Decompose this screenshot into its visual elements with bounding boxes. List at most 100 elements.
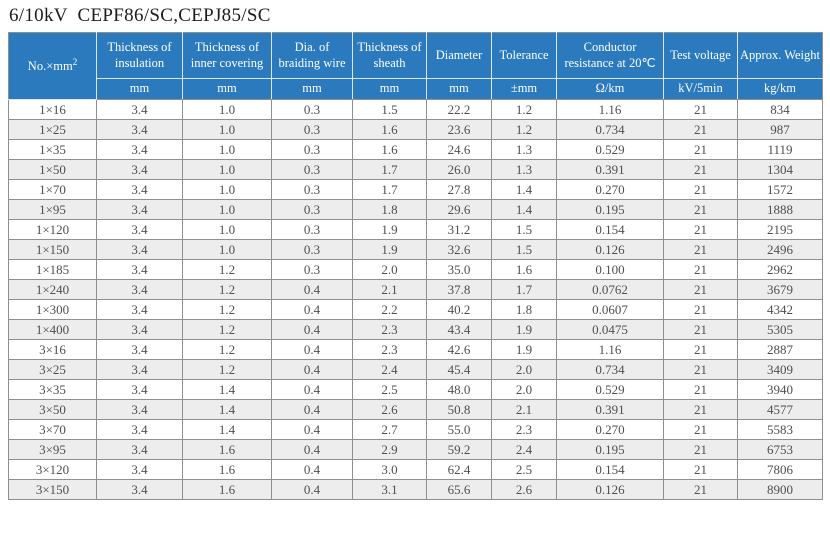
table-cell: 2.6 — [491, 479, 557, 500]
table-row: 1×16 3.4 1.0 0.3 1.5 22.2 1.2 1.16 21 834 — [8, 99, 823, 120]
table-cell: 0.3 — [271, 219, 353, 240]
table-cell: 45.4 — [426, 359, 492, 380]
table-cell: 1304 — [737, 159, 823, 180]
table-cell: 3940 — [737, 379, 823, 400]
table-cell: 2.9 — [352, 439, 427, 460]
table-cell: 50.8 — [426, 399, 492, 420]
size-superscript: 2 — [72, 57, 78, 68]
table-row: 3×150 3.4 1.6 0.4 3.1 65.6 2.6 0.126 21 8900 — [8, 479, 823, 500]
table-cell: 40.2 — [426, 299, 492, 320]
table-cell: 21 — [663, 279, 738, 300]
table-cell: 1.6 — [491, 259, 557, 280]
table-cell: 21 — [663, 439, 738, 460]
table-cell: 0.391 — [556, 159, 664, 180]
table-cell: 1.7 — [352, 159, 427, 180]
table-cell: 1×95 — [8, 199, 97, 220]
table-cell: 21 — [663, 199, 738, 220]
table-cell: 21 — [663, 139, 738, 160]
table-cell: 834 — [737, 99, 823, 120]
table-cell: 1.9 — [491, 319, 557, 340]
table-cell: 0.126 — [556, 479, 664, 500]
table-row: 1×50 3.4 1.0 0.3 1.7 26.0 1.3 0.391 21 1304 — [8, 159, 823, 180]
table-cell: 0.3 — [271, 119, 353, 140]
unit-cell-2: mm — [271, 78, 353, 100]
table-cell: 1.0 — [182, 139, 272, 160]
table-cell: 1.2 — [182, 319, 272, 340]
table-cell: 21 — [663, 299, 738, 320]
table-cell: 3.4 — [96, 119, 183, 140]
table-row: 3×16 3.4 1.2 0.4 2.3 42.6 1.9 1.16 21 2887 — [8, 339, 823, 360]
table-cell: 2962 — [737, 259, 823, 280]
header-cell-3: Thickness of sheath — [352, 32, 427, 79]
table-cell: 23.6 — [426, 119, 492, 140]
table-cell: 3.4 — [96, 399, 183, 420]
header-cell-6: Conductor resistance at 20℃ — [556, 32, 664, 79]
table-cell: 3.4 — [96, 359, 183, 380]
table-cell: 42.6 — [426, 339, 492, 360]
table-cell: 0.270 — [556, 179, 664, 200]
table-cell: 3×95 — [8, 439, 97, 460]
table-cell: 3.4 — [96, 99, 183, 120]
table-cell: 1×25 — [8, 119, 97, 140]
table-cell: 3679 — [737, 279, 823, 300]
table-cell: 21 — [663, 319, 738, 340]
table-cell: 0.3 — [271, 139, 353, 160]
table-cell: 3×16 — [8, 339, 97, 360]
table-cell: 0.0607 — [556, 299, 664, 320]
table-row: 3×35 3.4 1.4 0.4 2.5 48.0 2.0 0.529 21 3940 — [8, 379, 823, 400]
header-cell-2: Dia. of braiding wire — [271, 32, 353, 79]
table-cell: 3.4 — [96, 339, 183, 360]
table-row: 3×95 3.4 1.6 0.4 2.9 59.2 2.4 0.195 21 6753 — [8, 439, 823, 460]
table-cell: 3×70 — [8, 419, 97, 440]
table-cell: 1.2 — [491, 99, 557, 120]
table-cell: 21 — [663, 339, 738, 360]
table-cell: 1.6 — [182, 439, 272, 460]
table-cell: 7806 — [737, 459, 823, 480]
table-cell: 8900 — [737, 479, 823, 500]
table-cell: 3.4 — [96, 319, 183, 340]
table-row: 1×120 3.4 1.0 0.3 1.9 31.2 1.5 0.154 21 2195 — [8, 219, 823, 240]
table-cell: 21 — [663, 119, 738, 140]
table-cell: 0.4 — [271, 439, 353, 460]
table-cell: 1.0 — [182, 239, 272, 260]
cable-spec-table: No.×mm2 Thickness of insulation Thickness … — [8, 32, 823, 500]
header-cell-8: Approx. Weight — [737, 32, 823, 79]
table-cell: 2496 — [737, 239, 823, 260]
table-cell: 1.6 — [182, 479, 272, 500]
table-row: 1×70 3.4 1.0 0.3 1.7 27.8 1.4 0.270 21 1572 — [8, 179, 823, 200]
table-cell: 1.8 — [491, 299, 557, 320]
table-cell: 2.3 — [352, 339, 427, 360]
table-cell: 6753 — [737, 439, 823, 460]
table-cell: 4342 — [737, 299, 823, 320]
table-row: 1×95 3.4 1.0 0.3 1.8 29.6 1.4 0.195 21 1888 — [8, 199, 823, 220]
table-cell: 987 — [737, 119, 823, 140]
unit-cell-4: mm — [426, 78, 492, 100]
table-cell: 0.3 — [271, 259, 353, 280]
table-cell: 21 — [663, 259, 738, 280]
table-cell: 2.5 — [352, 379, 427, 400]
table-cell: 0.4 — [271, 279, 353, 300]
table-cell: 1.2 — [182, 279, 272, 300]
table-cell: 1.3 — [491, 139, 557, 160]
table-cell: 2.7 — [352, 419, 427, 440]
table-cell: 0.391 — [556, 399, 664, 420]
table-cell: 2.2 — [352, 299, 427, 320]
table-cell: 1×300 — [8, 299, 97, 320]
table-cell: 29.6 — [426, 199, 492, 220]
table-cell: 3×25 — [8, 359, 97, 380]
table-row: 1×240 3.4 1.2 0.4 2.1 37.8 1.7 0.0762 21 3679 — [8, 279, 823, 300]
table-cell: 21 — [663, 479, 738, 500]
table-cell: 2.3 — [491, 419, 557, 440]
table-cell: 2887 — [737, 339, 823, 360]
table-cell: 0.4 — [271, 459, 353, 480]
table-cell: 21 — [663, 419, 738, 440]
table-cell: 1.2 — [182, 339, 272, 360]
table-cell: 0.4 — [271, 359, 353, 380]
table-cell: 0.126 — [556, 239, 664, 260]
table-cell: 3409 — [737, 359, 823, 380]
table-cell: 1.0 — [182, 119, 272, 140]
table-cell: 0.4 — [271, 299, 353, 320]
table-cell: 1.5 — [491, 239, 557, 260]
table-cell: 3.4 — [96, 279, 183, 300]
table-cell: 2.3 — [352, 319, 427, 340]
